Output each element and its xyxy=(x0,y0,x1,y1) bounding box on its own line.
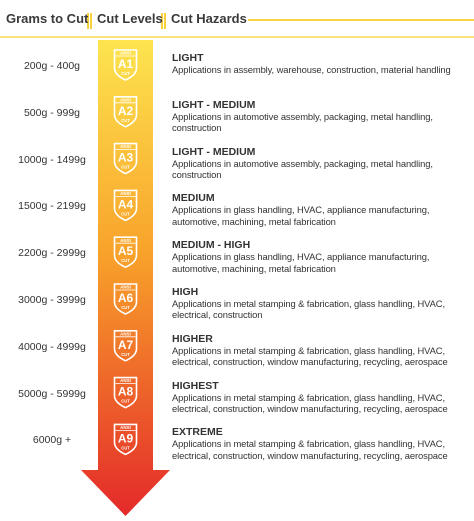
hazard-text: Applications in metal stamping & fabrica… xyxy=(172,298,445,321)
level-name: HIGHER xyxy=(172,332,213,345)
grams-range: 4000g - 4999g xyxy=(18,340,86,353)
badge-bottom: CUT xyxy=(121,71,130,76)
hazard-text: Applications in automotive assembly, pac… xyxy=(172,110,433,134)
badge-top: ANSI xyxy=(120,285,131,290)
badge-level: A7 xyxy=(118,338,134,352)
level-name: LIGHT xyxy=(172,52,204,64)
badge-top: ANSI xyxy=(120,378,131,383)
grams-range: 3000g - 3999g xyxy=(18,294,86,306)
badge-bottom: CUT xyxy=(121,165,130,170)
hazard-entry: EXTREME Applications in metal stamping & … xyxy=(172,426,472,461)
badge-shield xyxy=(113,189,138,222)
hazard-text: Applications in glass handling, HVAC, ap… xyxy=(172,251,430,274)
hazard-entry: MEDIUM - HIGH Applications in glass handl… xyxy=(172,239,472,274)
header-label: Grams to Cut xyxy=(6,11,89,26)
badge-level: A2 xyxy=(118,104,134,118)
badge-bottom: CUT xyxy=(121,118,130,123)
hazard-entry: LIGHT Applications in assembly, warehouse… xyxy=(172,52,472,75)
badge-bottom: CUT xyxy=(121,445,130,450)
level-name: LIGHT - MEDIUM xyxy=(172,145,256,158)
level-name: MEDIUM xyxy=(172,192,215,205)
badge-shield xyxy=(113,49,138,81)
badge-bottom: CUT xyxy=(121,399,130,404)
hazard-entry: LIGHT - MEDIUM Applications in automotive… xyxy=(172,99,472,134)
level-name: HIGH xyxy=(172,286,199,298)
badge-shield xyxy=(113,283,138,315)
header-label: Cut Hazards xyxy=(171,11,247,26)
hazard-text: Applications in automotive assembly, pac… xyxy=(172,157,433,180)
badge-level: A6 xyxy=(118,291,134,305)
badge-shield xyxy=(113,330,138,362)
badge-level: A3 xyxy=(118,151,134,165)
badge-top: ANSI xyxy=(120,238,131,243)
hazard-entry: HIGHER Applications in metal stamping & f… xyxy=(172,333,472,368)
badge-bottom: CUT xyxy=(121,352,130,357)
grams-range: 1000g - 1499g xyxy=(18,153,86,166)
level-name: MEDIUM - HIGH xyxy=(172,239,251,252)
grams-range: 500g - 999g xyxy=(23,106,81,119)
hazard-text: Applications in glass handling, HVAC, ap… xyxy=(172,204,430,227)
hazard-text: Applications in metal stamping & fabrica… xyxy=(172,391,448,414)
badge-top: ANSI xyxy=(120,425,131,430)
badge-level: A1 xyxy=(118,57,134,71)
grams-range: 5000g - 5999g xyxy=(18,387,86,400)
grams-range: 6000g + xyxy=(32,434,72,447)
badge-shield xyxy=(113,96,138,128)
hazard-text: Applications in metal stamping & fabrica… xyxy=(172,344,448,368)
badge-level: A5 xyxy=(118,244,134,258)
hazard-entry: HIGH Applications in metal stamping & fab… xyxy=(172,286,472,321)
level-name: LIGHT - MEDIUM xyxy=(172,98,256,111)
badge-bottom: CUT xyxy=(121,258,130,263)
badge-level: A8 xyxy=(118,385,134,399)
badge-shield xyxy=(113,236,138,269)
arrow xyxy=(81,40,170,516)
hazard-entry: LIGHT - MEDIUM Applications in automotive… xyxy=(172,146,472,181)
badge-bottom: CUT xyxy=(121,211,130,216)
badge-shield xyxy=(113,376,138,409)
header-label: Cut Levels xyxy=(97,11,163,26)
badge-top: ANSI xyxy=(120,51,131,56)
badge-top: ANSI xyxy=(120,331,131,336)
badge-bottom: CUT xyxy=(121,305,130,310)
badge-shield xyxy=(113,423,138,456)
badge-top: ANSI xyxy=(120,144,131,149)
badge-shield xyxy=(113,142,138,175)
grams-range: 200g - 400g xyxy=(23,60,81,72)
badge-top: ANSI xyxy=(120,97,131,102)
badge-top: ANSI xyxy=(120,191,131,196)
level-name: EXTREME xyxy=(172,426,223,439)
grams-range: 1500g - 2199g xyxy=(18,200,86,213)
hazard-entry: MEDIUM Applications in glass handling, HV… xyxy=(172,192,472,227)
hazard-entry: HIGHEST Applications in metal stamping & … xyxy=(172,380,472,415)
hazard-text: Applications in assembly, warehouse, con… xyxy=(172,64,451,75)
hazard-text: Applications in metal stamping & fabrica… xyxy=(172,438,448,461)
level-name: HIGHEST xyxy=(172,379,219,392)
badge-level: A4 xyxy=(118,197,134,211)
badge-level: A9 xyxy=(118,431,134,445)
grams-range: 2200g - 2999g xyxy=(18,247,86,260)
